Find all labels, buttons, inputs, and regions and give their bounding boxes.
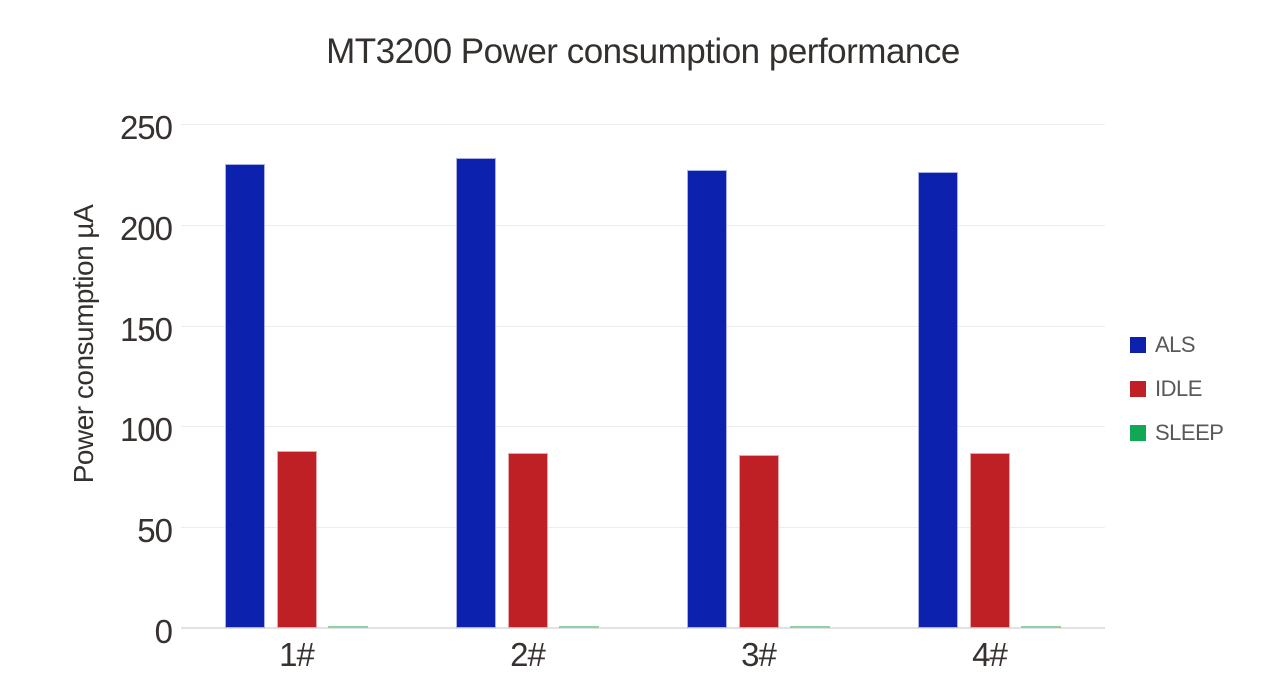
bar-sleep-1#[interactable] <box>328 625 368 628</box>
grid-line-250 <box>181 124 1105 125</box>
y-tick-label-200: 200 <box>119 209 173 247</box>
x-axis-baseline <box>181 627 1105 629</box>
legend-swatch-als <box>1130 337 1146 353</box>
bar-sleep-4#[interactable] <box>1021 625 1061 628</box>
legend-label-sleep: SLEEP <box>1155 420 1224 445</box>
grid-line-150 <box>181 325 1105 327</box>
bar-idle-2#[interactable] <box>507 452 548 628</box>
legend-item-idle[interactable]: IDLE <box>1130 378 1202 400</box>
grid-line-100 <box>181 426 1105 428</box>
grid-line-200 <box>181 224 1105 226</box>
x-tick-label-4#: 4# <box>972 636 1008 673</box>
y-tick-label-150: 150 <box>119 310 173 348</box>
x-tick-label-1#: 1# <box>279 636 315 673</box>
y-tick-label-250: 250 <box>119 109 173 146</box>
grid-line-50 <box>181 527 1105 529</box>
bar-als-4#[interactable] <box>918 172 958 628</box>
x-tick-label-2#: 2# <box>510 636 546 673</box>
legend-swatch-idle <box>1130 381 1146 397</box>
legend-label-als: ALS <box>1155 332 1196 357</box>
x-tick-label-3#: 3# <box>741 636 777 673</box>
bar-idle-3#[interactable] <box>738 454 779 628</box>
bar-als-1#[interactable] <box>225 164 265 628</box>
legend-swatch-sleep <box>1130 425 1146 441</box>
legend-label-idle: IDLE <box>1155 376 1202 401</box>
y-tick-label-50: 50 <box>137 512 173 550</box>
chart-title: MT3200 Power consumption performance <box>326 32 960 71</box>
bar-idle-4#[interactable] <box>969 452 1010 628</box>
legend-item-sleep[interactable]: SLEEP <box>1130 420 1224 445</box>
bar-als-2#[interactable] <box>456 158 496 628</box>
legend-item-als[interactable]: ALS <box>1130 332 1196 357</box>
bar-sleep-3#[interactable] <box>790 625 830 628</box>
bar-als-3#[interactable] <box>687 170 727 628</box>
bar-idle-1#[interactable] <box>276 450 317 628</box>
y-tick-label-0: 0 <box>154 613 173 650</box>
bar-sleep-2#[interactable] <box>559 625 599 628</box>
y-tick-label-100: 100 <box>119 411 173 449</box>
